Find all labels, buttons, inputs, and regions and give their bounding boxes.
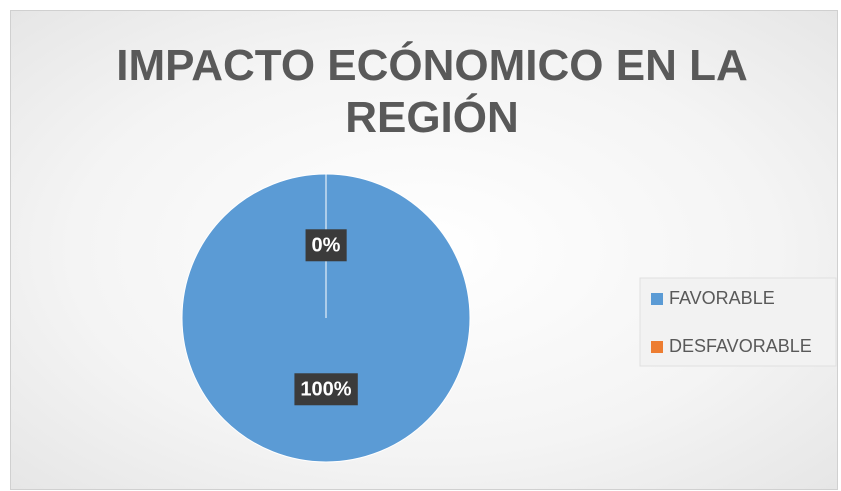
data-label: 100% xyxy=(300,378,351,400)
chart-title: IMPACTO ECÓNOMICO EN LA REGIÓN xyxy=(116,41,748,142)
legend-swatch xyxy=(651,341,663,353)
legend-box xyxy=(639,277,837,367)
legend-label: FAVORABLE xyxy=(669,288,775,308)
data-label-bg xyxy=(305,229,347,262)
legend-swatch xyxy=(651,293,663,305)
legend-label: DESFAVORABLE xyxy=(669,336,812,356)
data-label: 0% xyxy=(312,234,341,256)
data-label-bg xyxy=(294,373,358,406)
